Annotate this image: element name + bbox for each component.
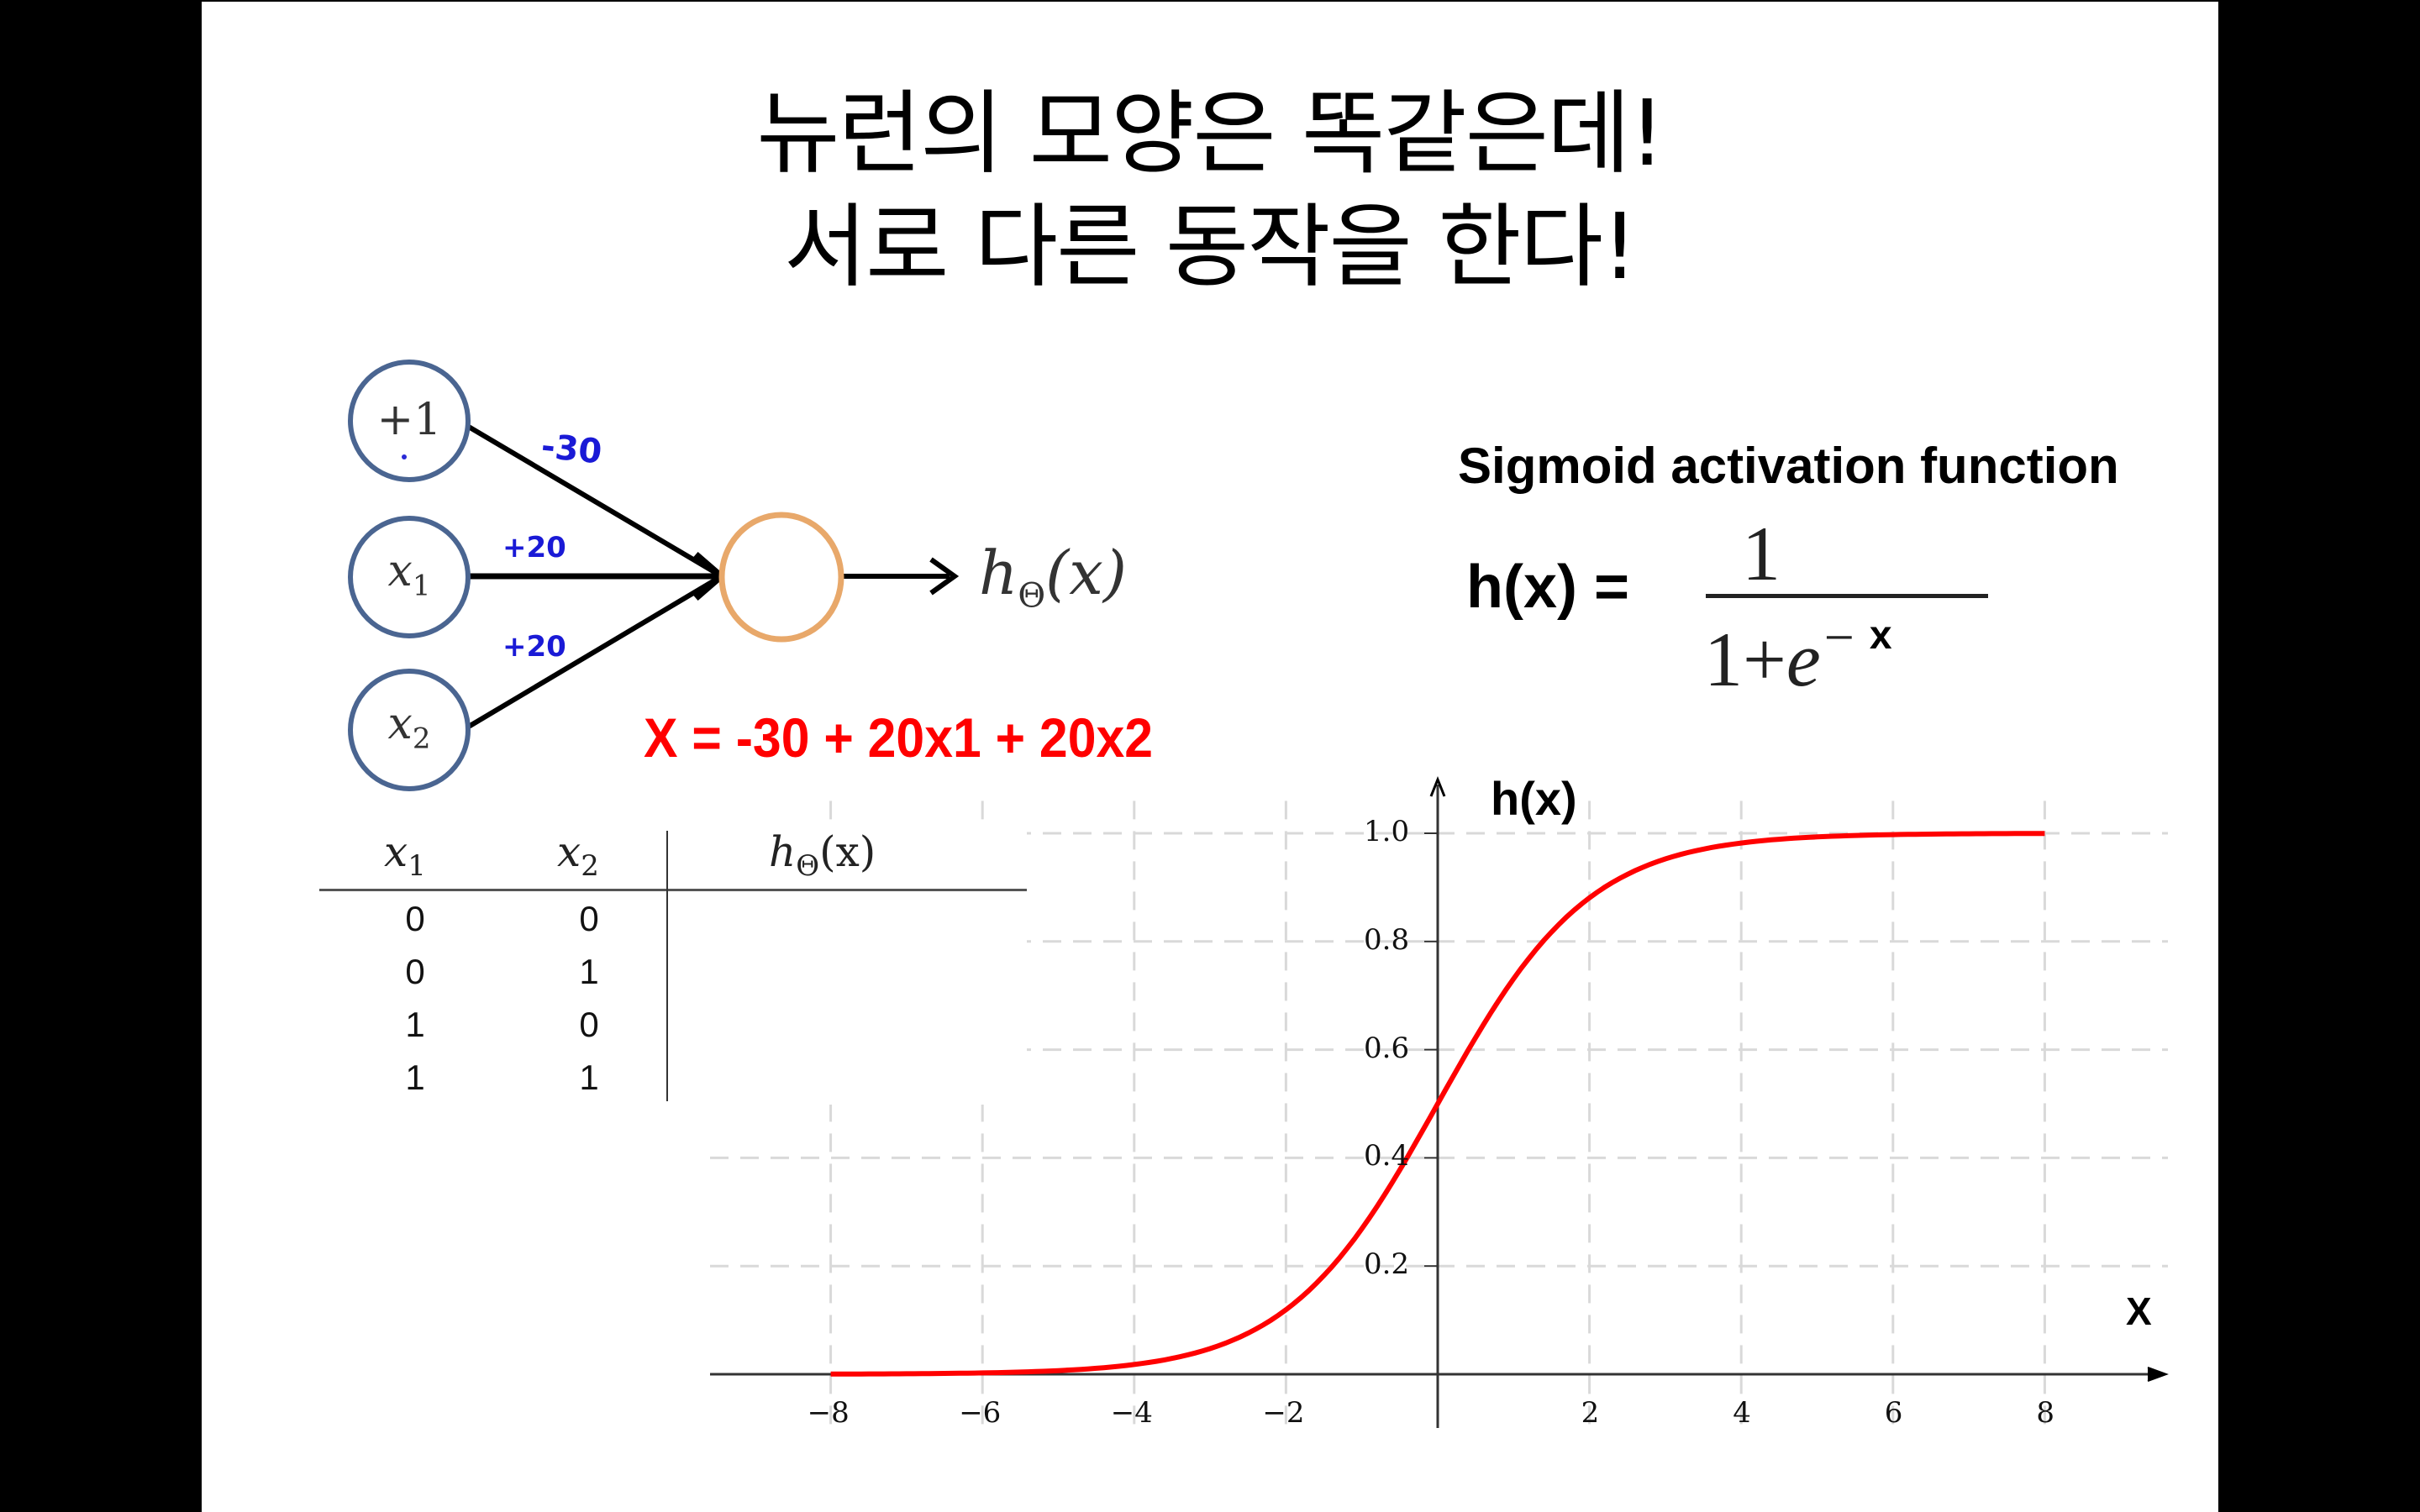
formula-numerator: 1 <box>1742 511 1781 596</box>
fraction-bar <box>1706 594 1988 598</box>
output-arrowhead-icon <box>929 557 960 596</box>
x-tick-label: 8 <box>2036 1396 2055 1430</box>
truth-table-cell: 0 <box>405 899 425 938</box>
x-tick-label: −6 <box>959 1396 1002 1430</box>
slide-canvas <box>202 2 2218 1512</box>
bias-node-label: +1 <box>376 395 442 445</box>
sigmoid-curve <box>830 831 2045 1377</box>
y-tick-label: 1.0 <box>1364 815 1410 848</box>
edge-x2 <box>466 577 718 730</box>
edge-bias <box>466 423 718 575</box>
truth-table-header-rule <box>319 889 1027 891</box>
x-tick-label: 4 <box>1733 1396 1751 1430</box>
input-node-x2 <box>348 669 471 791</box>
x-tick-label: 2 <box>1581 1396 1600 1430</box>
x-tick-label: −8 <box>807 1396 850 1430</box>
input-node-bias <box>348 360 471 482</box>
input-node-x1 <box>348 516 471 638</box>
chart-x-axis-label: X <box>2126 1289 2152 1333</box>
title-line-1: 뉴런의 모양은 똑같은데! <box>756 81 1665 186</box>
y-axis-arrow-icon <box>1429 775 1446 797</box>
truth-table-cell: 0 <box>579 1005 599 1044</box>
truth-table-cell: 1 <box>579 952 599 991</box>
truth-table-cell: 1 <box>405 1058 425 1097</box>
x1-node-label: x1 <box>387 546 431 603</box>
formula-lhs: h(x) = <box>1466 554 1630 621</box>
y-tick-label: 0.2 <box>1364 1247 1410 1282</box>
truth-table-divider <box>666 831 668 1101</box>
truth-table: x1 x2 hΘ(x) 0 0 0 1 1 0 1 1 <box>319 827 1027 1105</box>
x-tick-label: −2 <box>1262 1396 1305 1430</box>
weight-x1: +20 <box>502 531 566 564</box>
x-tick-label: −4 <box>1110 1396 1153 1430</box>
output-neuron-node <box>718 512 844 643</box>
slide-title: 뉴런의 모양은 똑같은데! 서로 다른 동작을 한다! <box>0 77 2420 304</box>
truth-table-cell: 0 <box>405 952 425 991</box>
truth-table-cell: 0 <box>579 899 599 938</box>
y-tick-label: 0.4 <box>1364 1139 1410 1173</box>
weight-x2: +20 <box>502 630 566 664</box>
sigmoid-heading: Sigmoid activation function <box>1458 438 2119 494</box>
truth-table-header-x2: x2 <box>557 827 599 883</box>
y-tick-label: 0.6 <box>1364 1031 1410 1065</box>
truth-table-cell: 1 <box>405 1005 425 1044</box>
truth-table-cell: 1 <box>579 1058 599 1097</box>
chart-y-axis-label: h(x) <box>1491 772 1577 825</box>
weighted-sum-equation: X = -30 + 20x1 + 20x2 <box>644 706 1154 769</box>
truth-table-header-x1: x1 <box>384 827 426 883</box>
x2-node-label: x2 <box>387 699 431 756</box>
y-tick-label: 0.8 <box>1364 922 1410 957</box>
formula-denominator: 1+e− x <box>1704 607 1892 702</box>
stray-dot <box>402 454 407 459</box>
y-ticks <box>1424 832 1438 1268</box>
title-line-2: 서로 다른 동작을 한다! <box>783 195 1639 300</box>
truth-table-header-output: hΘ(x) <box>769 827 876 883</box>
x-axis-arrow-icon <box>2147 1367 2169 1382</box>
x-tick-label: 6 <box>1884 1396 1903 1430</box>
output-hypothesis-label: hΘ(x) <box>979 538 1127 616</box>
